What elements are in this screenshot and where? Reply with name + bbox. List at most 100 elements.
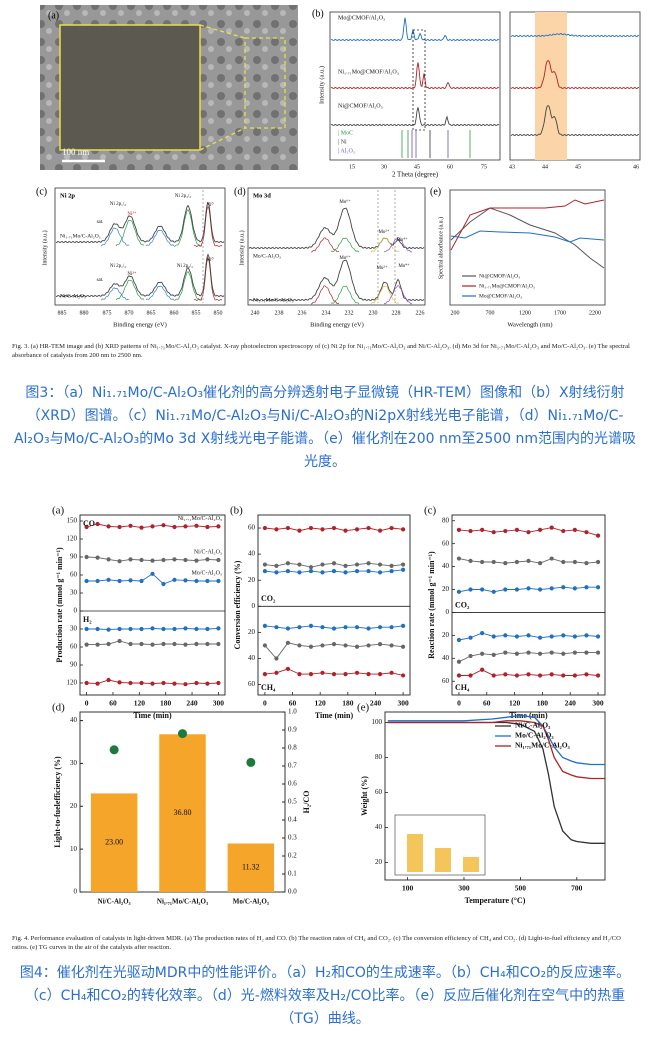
data-point: [308, 672, 314, 677]
y2-tick-label: 0.3: [288, 834, 297, 842]
series-line: [387, 714, 605, 766]
panel-label: (b): [312, 8, 324, 19]
data-point: [274, 527, 279, 532]
xrd-zoom-curve: [510, 60, 639, 90]
legend-label: Ni₁.₇₁Mo/C-Al₂O₃: [515, 741, 571, 750]
ratio-point: [178, 729, 187, 739]
y-tick-label: 120: [67, 535, 78, 543]
data-point: [468, 587, 473, 592]
data-point: [595, 585, 601, 590]
panel-label: (c): [36, 186, 47, 197]
data-point: [343, 563, 348, 568]
xps-peak: [100, 227, 130, 247]
data-point: [205, 681, 210, 686]
data-point: [183, 578, 188, 583]
data-point: [297, 643, 302, 648]
label: Mo⁴⁺: [398, 263, 410, 269]
label: 45: [414, 164, 420, 170]
label: Mo@CMOF/Al₂O₃: [479, 293, 522, 299]
data-point: [537, 587, 543, 592]
data-point: [183, 557, 188, 563]
data-point: [320, 570, 325, 575]
xps-peak: [173, 208, 203, 247]
label: Intensity (a.u.): [318, 66, 325, 104]
label: Ni₁.₇₁Mo@CMOF/Al₂O₃: [479, 283, 535, 289]
data-point: [106, 677, 111, 683]
x-tick-label: 300: [397, 699, 409, 708]
data-point: [84, 626, 89, 632]
annotation: CO: [83, 519, 95, 528]
y-tick-label: 30: [70, 759, 78, 767]
label: Binding energy (eV): [310, 321, 364, 328]
x-tick-label: 240: [186, 699, 198, 708]
x-tick-label: 0: [263, 699, 267, 708]
data-point: [503, 561, 508, 566]
data-point: [503, 587, 508, 592]
absorbance-curve: [450, 199, 605, 251]
data-point: [354, 644, 360, 649]
data-point: [595, 673, 601, 678]
label: 700: [486, 310, 495, 316]
label: 860: [170, 310, 179, 316]
legend-label: Ni/C-Al₂O₃: [515, 721, 551, 730]
data-point: [274, 570, 279, 575]
panel-label: (a): [48, 10, 59, 21]
xps-peak: [145, 285, 175, 301]
y-tick-label: 60: [248, 680, 256, 688]
xps-peak: [370, 285, 400, 305]
label: 1700: [554, 310, 566, 316]
data-point: [456, 556, 462, 561]
data-point: [194, 641, 199, 647]
data-point: [584, 585, 589, 590]
data-point: [343, 570, 348, 575]
data-point: [377, 562, 383, 567]
data-point: [106, 577, 111, 582]
y-tick-label: 0: [74, 607, 78, 615]
y-tick-label: 40: [442, 654, 450, 662]
x-tick-label: 0: [457, 699, 461, 708]
annotation: CH₄: [455, 683, 470, 692]
y-tick-label: 80: [375, 753, 383, 761]
data-point: [503, 633, 508, 638]
data-point: [150, 524, 155, 529]
y2-tick-label: 0.6: [288, 780, 297, 788]
data-point: [205, 626, 210, 632]
data-point: [549, 556, 554, 561]
data-point: [480, 630, 485, 636]
xps-peak: [115, 219, 145, 247]
label: Mo@CMOF/Al₂O₃: [338, 15, 385, 21]
data-point: [584, 561, 589, 566]
data-point: [584, 650, 589, 655]
data-point: [549, 586, 554, 591]
data-point: [456, 527, 462, 533]
data-point: [572, 673, 577, 678]
xrd-curve: [330, 107, 500, 127]
data-point: [205, 524, 210, 530]
label: 865: [147, 310, 156, 316]
x-tick-label: 60: [109, 699, 117, 708]
zoom-box: [244, 37, 286, 129]
y-tick-label: 40: [375, 823, 383, 831]
data-point: [468, 635, 473, 640]
xps-peak: [100, 287, 130, 301]
label: 200: [451, 310, 460, 316]
label: Wavelength (nm): [507, 321, 552, 328]
data-point: [106, 557, 111, 562]
y-tick-label: 90: [70, 661, 78, 669]
x-tick-label: Ni/C-Al₂O₃: [98, 898, 131, 906]
data-point: [95, 555, 100, 560]
data-point: [491, 673, 496, 678]
data-point: [205, 578, 210, 584]
label: Ni 2p₃/₂: [175, 194, 191, 199]
xps-peak: [193, 257, 223, 302]
data-point: [274, 625, 279, 630]
data-point: [331, 642, 337, 647]
data-point: [572, 527, 577, 533]
data-point: [400, 673, 406, 678]
series-name: Ni₁.₇₁Mo/C-Al₂O₃: [178, 516, 222, 522]
data-point: [216, 626, 221, 631]
y-tick-label: 60: [70, 571, 78, 579]
data-point: [354, 625, 360, 630]
data-point: [389, 625, 394, 630]
